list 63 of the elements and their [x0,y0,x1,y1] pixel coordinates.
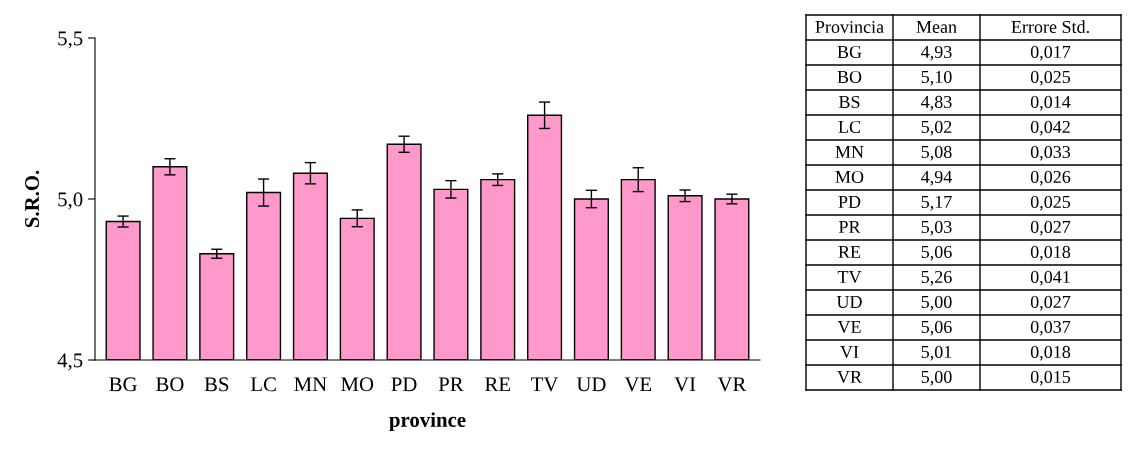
text: 0,018 [1030,345,1071,361]
text: 0,033 [1030,145,1071,161]
text: BS [838,95,860,109]
text: RE [838,246,861,258]
y-tick-label: 4,5 [57,353,83,371]
text: Mean [916,21,957,34]
text: BO [837,70,862,84]
x-axis-title: province [389,412,466,432]
text: 4,93 [921,45,952,61]
x-tick-label: BO [156,377,184,392]
text: PR [838,221,861,233]
text: VE [837,321,861,334]
text: 5,00 [921,370,952,386]
text: 0,025 [1030,70,1071,86]
y-tick-label: 5,0 [58,192,83,210]
text: 0,026 [1030,170,1071,186]
text: 4,94 [921,170,953,186]
x-tick-label: BS [204,377,229,392]
x-tick-label: BG [109,377,137,392]
x-tick-label: TV [531,377,559,392]
x-tick-label: UD [576,377,606,392]
x-tick-label: MO [341,377,374,392]
text: TV [837,271,862,284]
text: 0,015 [1030,370,1071,386]
x-tick-label: LC [250,377,276,392]
text: 0,025 [1030,195,1071,211]
text: 0,027 [1030,220,1071,236]
text: 0,017 [1030,45,1071,61]
x-tick-label: PD [391,377,417,392]
text: 5,01 [921,345,952,361]
text: 4,83 [921,95,952,111]
x-tick-label: VE [624,377,652,392]
text: 0,014 [1030,95,1071,111]
text: VI [840,346,859,359]
text: 0,037 [1030,320,1071,336]
text: UD [836,296,862,309]
text: BG [837,45,862,59]
text: MN [835,146,864,158]
text: 0,042 [1030,120,1070,136]
text: 5,17 [921,195,952,211]
text: 0,027 [1030,295,1071,311]
text: 5,26 [921,270,952,286]
x-tick-label: MN [294,377,327,392]
text: Provincia [815,20,884,34]
text: Errore Std. [1011,20,1089,34]
x-tick-label: VR [717,377,747,392]
text: MO [835,170,864,184]
text: LC [838,120,861,134]
text: PD [838,196,861,208]
x-tick-label: VI [674,377,696,392]
x-tick-label: RE [485,377,511,392]
text: 5,00 [921,295,952,311]
text: 5,06 [921,320,952,336]
x-tick-label: PR [438,377,464,392]
y-axis-title: S.R.O. [25,170,40,228]
text: 0,018 [1030,245,1071,261]
text: 0,041 [1030,270,1070,286]
y-tick-label: 5,5 [58,31,83,49]
text: 5,06 [921,245,952,261]
text: 5,10 [921,70,952,86]
text: 5,02 [921,120,952,136]
text: 5,03 [921,220,952,236]
text: 5,08 [921,145,952,161]
